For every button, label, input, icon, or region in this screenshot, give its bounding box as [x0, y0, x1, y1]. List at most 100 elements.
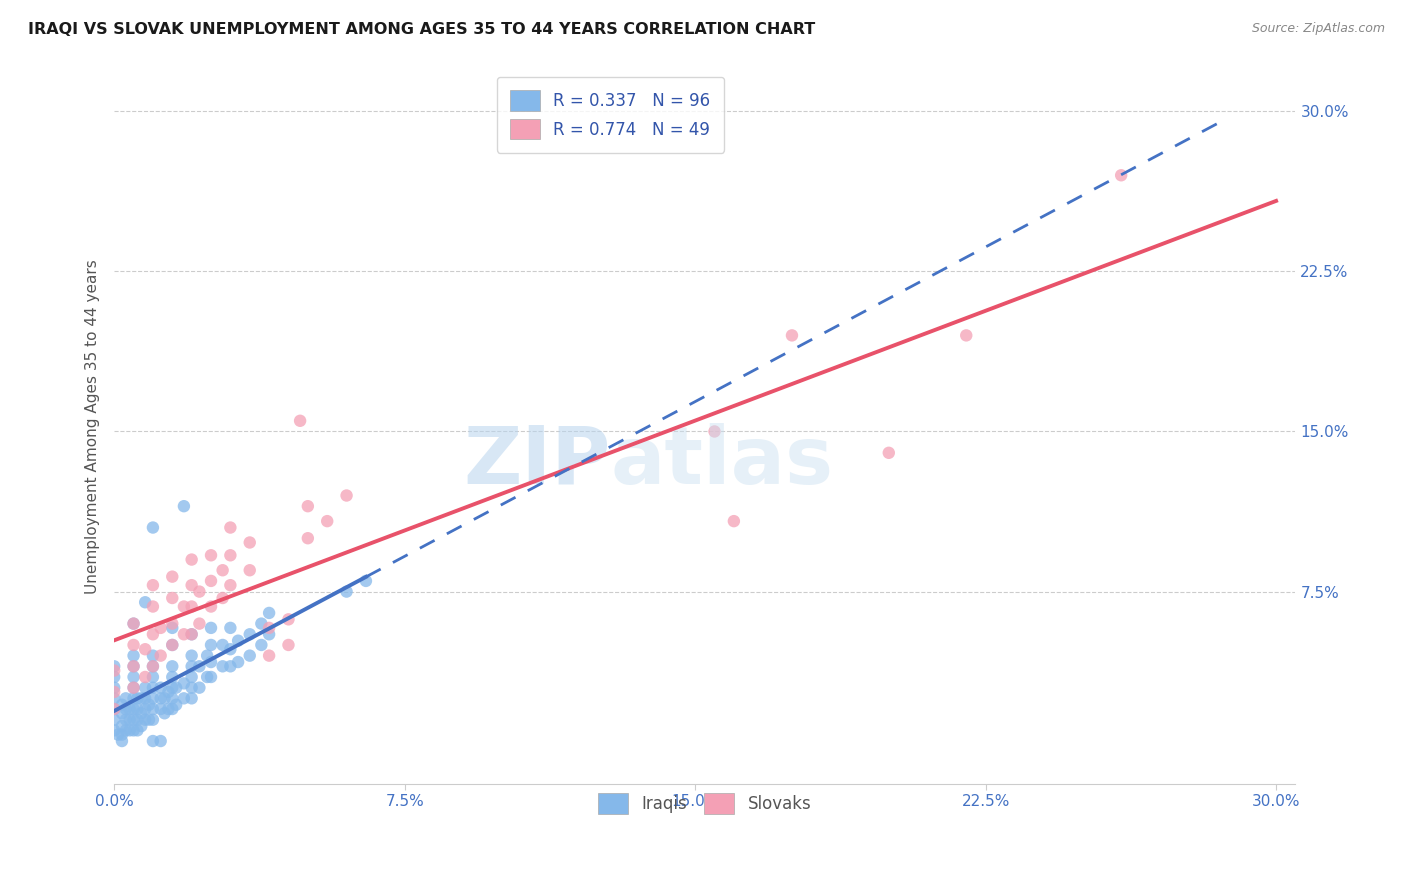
Point [103, 702, 125, 716]
Point [173, 676, 195, 690]
Point [162, 681, 184, 695]
Point [219, 642, 242, 657]
Point [162, 702, 184, 716]
Point [219, 520, 242, 534]
Point [180, 681, 202, 695]
Point [118, 713, 141, 727]
Point [195, 670, 218, 684]
Point [162, 621, 184, 635]
Point [142, 713, 165, 727]
Point [134, 595, 156, 609]
Point [149, 691, 172, 706]
Point [129, 691, 152, 706]
Point [703, 425, 725, 439]
Point [250, 638, 273, 652]
Point [142, 659, 165, 673]
Point [335, 489, 357, 503]
Point [188, 659, 211, 673]
Point [173, 499, 195, 513]
Point [180, 648, 202, 663]
Text: Source: ZipAtlas.com: Source: ZipAtlas.com [1251, 22, 1385, 36]
Point [122, 659, 145, 673]
Point [200, 670, 222, 684]
Point [180, 552, 202, 566]
Point [211, 638, 233, 652]
Point [200, 621, 222, 635]
Point [127, 713, 149, 727]
Point [219, 549, 242, 563]
Point [114, 702, 136, 716]
Point [162, 659, 184, 673]
Point [250, 616, 273, 631]
Point [122, 723, 145, 738]
Point [226, 655, 249, 669]
Point [239, 535, 262, 549]
Point [162, 691, 184, 706]
Point [138, 698, 160, 712]
Point [226, 633, 249, 648]
Point [180, 670, 202, 684]
Point [195, 648, 218, 663]
Point [142, 681, 165, 695]
Point [219, 659, 242, 673]
Y-axis label: Unemployment Among Ages 35 to 44 years: Unemployment Among Ages 35 to 44 years [86, 259, 100, 593]
Point [122, 691, 145, 706]
Point [211, 563, 233, 577]
Point [162, 569, 184, 583]
Point [288, 414, 311, 428]
Point [257, 606, 280, 620]
Point [257, 627, 280, 641]
Point [122, 638, 145, 652]
Text: ZIP: ZIP [463, 423, 610, 501]
Point [122, 659, 145, 673]
Text: atlas: atlas [610, 423, 834, 501]
Point [142, 659, 165, 673]
Point [122, 713, 145, 727]
Point [200, 574, 222, 588]
Point [134, 691, 156, 706]
Point [180, 627, 202, 641]
Point [188, 584, 211, 599]
Point [180, 627, 202, 641]
Point [122, 648, 145, 663]
Point [103, 723, 125, 738]
Point [180, 578, 202, 592]
Point [127, 723, 149, 738]
Point [142, 670, 165, 684]
Point [188, 681, 211, 695]
Point [134, 713, 156, 727]
Point [297, 499, 319, 513]
Point [162, 638, 184, 652]
Point [149, 681, 172, 695]
Point [257, 648, 280, 663]
Point [165, 698, 187, 712]
Point [138, 713, 160, 727]
Point [162, 616, 184, 631]
Point [219, 578, 242, 592]
Point [239, 627, 262, 641]
Point [162, 638, 184, 652]
Point [153, 691, 176, 706]
Point [149, 648, 172, 663]
Point [165, 681, 187, 695]
Point [157, 702, 180, 716]
Point [134, 681, 156, 695]
Point [134, 702, 156, 716]
Point [188, 616, 211, 631]
Point [200, 638, 222, 652]
Point [297, 531, 319, 545]
Point [134, 642, 156, 657]
Point [127, 691, 149, 706]
Point [127, 702, 149, 716]
Point [149, 702, 172, 716]
Point [180, 659, 202, 673]
Point [129, 719, 152, 733]
Point [103, 670, 125, 684]
Point [142, 734, 165, 748]
Point [239, 563, 262, 577]
Point [111, 734, 134, 748]
Point [277, 612, 299, 626]
Point [200, 655, 222, 669]
Point [780, 328, 803, 343]
Point [103, 659, 125, 673]
